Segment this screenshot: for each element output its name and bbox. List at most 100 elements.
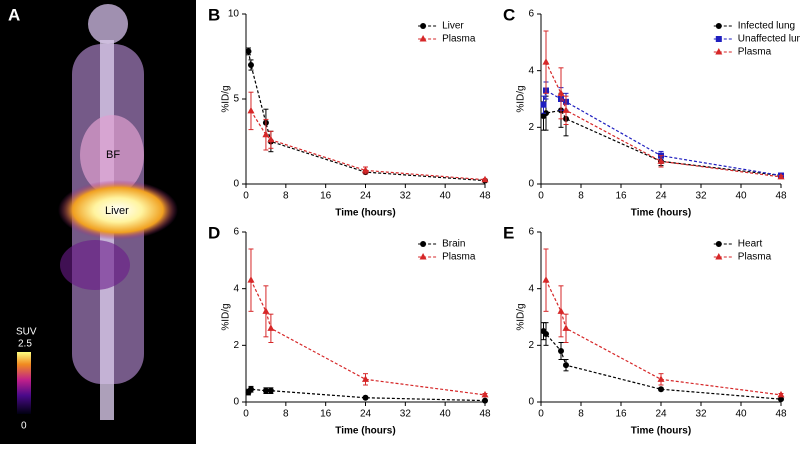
marker — [715, 253, 723, 260]
series-line — [545, 279, 782, 396]
series-line — [250, 110, 486, 181]
y-axis-label: %ID/g — [221, 85, 232, 112]
x-axis-label: Time (hours) — [631, 208, 691, 219]
marker — [420, 23, 427, 29]
panel-label: E — [503, 223, 514, 242]
y-tick-label: 0 — [528, 179, 534, 190]
legend-label: Heart — [738, 239, 763, 250]
series-line — [247, 51, 486, 182]
annotation: Liver — [105, 205, 129, 217]
marker — [262, 387, 269, 394]
colorbar-tick: 2.5 — [18, 339, 32, 350]
legend-label: Unaffected lung — [738, 34, 800, 45]
marker — [267, 387, 274, 394]
marker — [558, 348, 564, 354]
legend-label: Brain — [442, 239, 465, 250]
y-tick-label: 6 — [528, 227, 534, 238]
legend-label: Liver — [442, 21, 464, 32]
y-tick-label: 10 — [228, 9, 240, 20]
x-tick-label: 48 — [775, 191, 787, 202]
x-tick-label: 16 — [615, 409, 627, 420]
panel-label: A — [8, 5, 20, 24]
x-tick-label: 8 — [578, 409, 584, 420]
marker — [419, 35, 427, 42]
marker — [419, 253, 427, 260]
marker — [247, 106, 255, 114]
legend-label: Plasma — [442, 252, 476, 263]
marker — [267, 324, 275, 331]
y-axis-label: %ID/g — [221, 303, 232, 330]
x-tick-label: 8 — [283, 191, 289, 202]
marker — [562, 106, 570, 113]
legend-label: Plasma — [442, 34, 476, 45]
marker — [777, 390, 785, 398]
marker — [715, 48, 723, 55]
liver-signal — [58, 180, 178, 240]
marker — [267, 135, 275, 143]
panel-label: B — [208, 5, 220, 24]
marker — [557, 89, 565, 96]
colorbar — [17, 352, 31, 414]
marker — [557, 307, 565, 314]
abdomen — [60, 240, 130, 290]
x-tick-label: 32 — [400, 409, 412, 420]
y-tick-label: 2 — [528, 122, 534, 133]
y-tick-label: 4 — [528, 65, 534, 76]
marker — [482, 397, 488, 404]
marker — [362, 166, 369, 173]
chart: B 0 5 10 0 8 16 24 32 40 48 Time (hours) %ID/g Liver P… — [208, 5, 491, 218]
legend-label: Infected lung — [738, 21, 795, 32]
marker — [777, 172, 785, 180]
y-tick-label: 0 — [233, 397, 239, 408]
marker — [247, 386, 254, 393]
x-tick-label: 16 — [320, 409, 332, 420]
x-tick-label: 8 — [578, 191, 584, 202]
marker — [657, 157, 665, 164]
y-tick-label: 4 — [528, 283, 534, 294]
legend-label: Plasma — [738, 252, 772, 263]
marker — [247, 62, 254, 68]
marker — [481, 390, 489, 398]
y-tick-label: 2 — [233, 340, 239, 351]
x-tick-label: 48 — [479, 191, 491, 202]
marker — [562, 324, 570, 331]
marker — [543, 331, 549, 337]
marker — [715, 36, 722, 42]
marker — [481, 175, 489, 183]
marker — [715, 241, 722, 247]
y-axis-label: %ID/g — [516, 85, 527, 112]
head — [88, 4, 128, 44]
marker — [658, 386, 664, 393]
x-axis-label: Time (hours) — [631, 426, 691, 437]
marker — [247, 276, 255, 283]
marker — [420, 241, 427, 247]
pet-image: A BF Liver SUV 2.5 0 — [0, 0, 196, 444]
panel-label: D — [208, 223, 220, 242]
x-tick-label: 0 — [243, 409, 249, 420]
x-tick-label: 0 — [243, 191, 249, 202]
x-tick-label: 24 — [655, 191, 667, 202]
x-tick-label: 48 — [775, 409, 787, 420]
marker — [262, 130, 270, 138]
x-tick-label: 40 — [735, 409, 747, 420]
x-tick-label: 24 — [360, 409, 372, 420]
y-tick-label: 0 — [528, 397, 534, 408]
x-tick-label: 40 — [735, 191, 747, 202]
marker — [778, 396, 784, 403]
x-tick-label: 8 — [283, 409, 289, 420]
colorbar-tick: 0 — [21, 421, 27, 432]
x-tick-label: 0 — [538, 409, 544, 420]
marker — [542, 58, 550, 65]
x-axis-label: Time (hours) — [335, 426, 395, 437]
marker — [540, 101, 547, 108]
x-tick-label: 16 — [320, 191, 332, 202]
panel-label: C — [503, 5, 515, 24]
annotation: BF — [106, 149, 120, 161]
x-tick-label: 24 — [655, 409, 667, 420]
marker — [262, 307, 270, 314]
y-tick-label: 2 — [528, 340, 534, 351]
marker — [657, 375, 665, 382]
